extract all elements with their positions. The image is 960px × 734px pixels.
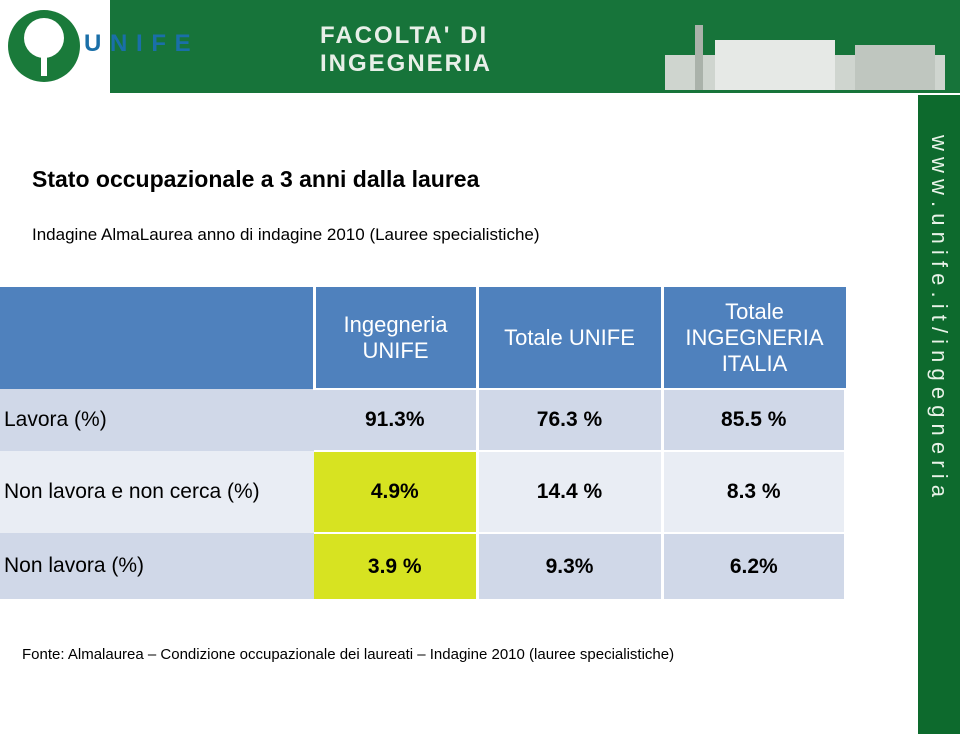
row: Non lavora (%) 3.9 % 9.3% 6.2% — [0, 532, 847, 599]
cell: 14.4 % — [477, 450, 664, 533]
building-image — [665, 25, 945, 90]
cell: 6.2% — [662, 532, 847, 599]
sidebar: w w w . u n i f e . i t / i n g e g n e … — [918, 95, 960, 734]
row-label: Non lavora (%) — [0, 533, 314, 599]
sidebar-text: w w w . u n i f e . i t / i n g e g n e … — [927, 135, 952, 497]
cell: 85.5 % — [662, 388, 847, 451]
brand: U N I F E — [84, 30, 192, 57]
cell: 4.9% — [314, 450, 479, 533]
faculty-line: FACOLTA' DI — [320, 22, 489, 49]
row: Lavora (%) 91.3% 76.3 % 85.5 % — [0, 388, 847, 451]
row-label: Lavora (%) — [0, 389, 314, 451]
row: Non lavora e non cerca (%) 4.9% 14.4 % 8… — [0, 450, 847, 533]
data-table: Ingegneria UNIFE Totale UNIFE Totale ING… — [0, 287, 847, 599]
subtitle: Indagine AlmaLaurea anno di indagine 201… — [32, 225, 540, 244]
title: Stato occupazionale a 3 anni dalla laure… — [32, 166, 480, 192]
column-header: Ingegneria UNIFE — [314, 287, 479, 389]
row-label: Non lavora e non cerca (%) — [0, 451, 314, 533]
cell: 91.3% — [314, 388, 479, 451]
header-row: Ingegneria UNIFE Totale UNIFE Totale ING… — [0, 287, 846, 389]
cell: 76.3 % — [477, 388, 664, 451]
cell: 9.3% — [477, 532, 664, 599]
corner-cell — [0, 287, 316, 389]
column-header: Totale INGEGNERIA ITALIA — [662, 287, 846, 389]
header-bar: FACOLTA' DI INGEGNERIA — [110, 0, 960, 93]
faculty-line: INGEGNERIA — [320, 50, 493, 77]
logo — [8, 10, 80, 82]
cell: 8.3 % — [662, 450, 847, 533]
cell: 3.9 % — [314, 532, 479, 599]
column-header: Totale UNIFE — [477, 287, 664, 389]
footnote: Fonte: Almalaurea – Condizione occupazio… — [22, 646, 675, 663]
